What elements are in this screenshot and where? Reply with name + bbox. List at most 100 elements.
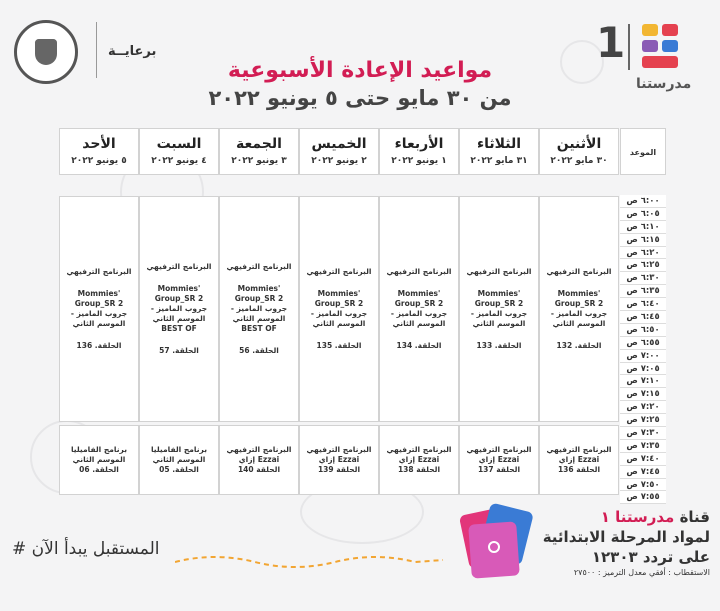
program-cell: البرنامج الترفيهي إزاي Ezzai الحلقة 140 <box>219 425 299 495</box>
program-title: إزاي Ezzai <box>558 454 600 464</box>
program-title: إزاي Ezzai <box>238 454 280 464</box>
program-title-en: Mommies' Group_SR 2 <box>394 288 444 308</box>
day-name: الجمعة <box>236 136 282 152</box>
page-title: مواعيد الإعادة الأسبوعية <box>227 58 493 83</box>
day-name: الخميس <box>311 136 367 152</box>
time-slot: ٧:٣٥ ص <box>620 439 666 453</box>
day-header: الخميس ٢ يونيو ٢٠٢٢ <box>299 128 379 175</box>
day-header: الجمعة ٣ يونيو ٢٠٢٢ <box>219 128 299 175</box>
program-title-ar: جروب الماميز - الموسم الثاني <box>310 309 368 329</box>
brand-number: 1 <box>596 18 626 67</box>
episode-number: الحلقة. 132 <box>556 341 602 351</box>
channel-frequency: على تردد ١٢٣٠٣ <box>591 548 710 566</box>
time-slot: ٦:٥٠ ص <box>620 323 666 337</box>
program-title-ar: جروب الماميز - الموسم الثاني <box>470 309 528 329</box>
program-title: إزاي Ezzai <box>398 454 440 464</box>
program-cell: البرنامج الترفيهي إزاي Ezzai الحلقة 139 <box>299 425 379 495</box>
program-cell: البرنامج الترفيهي Mommies' Group_SR 2 جروب… <box>219 196 299 422</box>
channel-polarization: الاستقطاب : أفقي معدل الترميز : ٢٧٥٠٠ <box>573 568 710 577</box>
episode-number: الحلقة. 06 <box>79 465 119 475</box>
time-slot: ٦:٤٠ ص <box>620 298 666 312</box>
sponsor-label: برعايــة <box>108 44 157 59</box>
program-type: البرنامج الترفيهي <box>546 266 612 276</box>
time-slot: ٦:٠٠ ص <box>620 195 666 208</box>
page-subtitle: من ٣٠ مايو حتى ٥ يونيو ٢٠٢٢ <box>208 86 512 110</box>
time-slot: ٧:٣٠ ص <box>620 427 666 440</box>
time-slot: ٧:٥٠ ص <box>620 478 666 492</box>
channel-name: مدرستنا ١ <box>600 508 675 526</box>
time-slot: ٧:١٥ ص <box>620 388 666 402</box>
time-slot: ٦:١٥ ص <box>620 233 666 247</box>
program-type: برنامج الفاميليا <box>70 444 128 454</box>
time-column-header: الموعد <box>620 128 666 175</box>
brand-block-icon <box>642 56 678 68</box>
day-name: الأربعاء <box>394 136 444 152</box>
day-date: ٤ يونيو ٢٠٢٢ <box>151 156 207 166</box>
time-slot: ٦:٥٥ ص <box>620 336 666 350</box>
time-slot: ٦:١٠ ص <box>620 220 666 234</box>
program-cell: البرنامج الترفيهي Mommies' Group_SR 2 جروب… <box>59 196 139 422</box>
episode-number: الحلقة 138 <box>397 465 441 475</box>
time-slot: ٧:٥٥ ص <box>620 491 666 505</box>
episode-number: الحلقة 136 <box>557 465 601 475</box>
time-slot: ٦:٠٥ ص <box>620 207 666 221</box>
time-slot: ٧:٢٠ ص <box>620 401 666 415</box>
day-header: الأحد ٥ يونيو ٢٠٢٢ <box>59 128 139 175</box>
program-title-en: Mommies' Group_SR 2 <box>554 288 604 308</box>
brand-block-icon <box>642 24 658 36</box>
day-date: ٥ يونيو ٢٠٢٢ <box>71 156 127 166</box>
day-header: الأثنين ٣٠ مايو ٢٠٢٢ <box>539 128 619 175</box>
program-type: البرنامج الترفيهي <box>546 444 612 454</box>
program-title-ar: جروب الماميز - الموسم الثاني <box>550 309 608 329</box>
program-type: البرنامج الترفيهي <box>226 261 292 271</box>
time-slot: ٧:١٠ ص <box>620 375 666 389</box>
program-cell: البرنامج الترفيهي إزاي Ezzai الحلقة 136 <box>539 425 619 495</box>
time-slot: ٧:٠٥ ص <box>620 362 666 376</box>
time-slot: ٧:٠٠ ص <box>620 349 666 363</box>
program-title-ar: جروب الماميز - الموسم الثاني <box>390 309 448 329</box>
program-cell: البرنامج الترفيهي Mommies' Group_SR 2 جروب… <box>459 196 539 422</box>
program-title-en: Mommies' Group_SR 2 <box>154 283 204 303</box>
brand-block-icon <box>662 24 678 36</box>
episode-number: الحلقة. 05 <box>159 465 199 475</box>
episode-number: الحلقة. 133 <box>476 341 522 351</box>
program-cell: البرنامج الترفيهي Mommies' Group_SR 2 جروب… <box>299 196 379 422</box>
day-date: ٢ يونيو ٢٠٢٢ <box>311 156 367 166</box>
time-column: ٦:٠٠ ص ٦:٠٥ ص ٦:١٠ ص ٦:١٥ ص ٦:٢٠ ص ٦:٢٥ ص ٦:٣٠… <box>620 195 666 505</box>
program-note: BEST OF <box>241 324 277 334</box>
dashed-wave-decoration <box>175 556 444 568</box>
program-cell: برنامج الفاميليا الموسم الثاني الحلقة. 05 <box>139 425 219 495</box>
time-slot: ٦:٤٥ ص <box>620 311 666 324</box>
program-type: برنامج الفاميليا <box>150 444 208 454</box>
program-type: البرنامج الترفيهي <box>386 266 452 276</box>
episode-number: الحلقة. 57 <box>159 346 199 356</box>
time-slot: ٦:٢٠ ص <box>620 246 666 260</box>
program-title: الموسم الثاني <box>72 454 126 464</box>
time-slot: ٧:٤٠ ص <box>620 452 666 466</box>
program-type: البرنامج الترفيهي <box>226 444 292 454</box>
program-type: البرنامج الترفيهي <box>66 266 132 276</box>
program-title: إزاي Ezzai <box>318 454 360 464</box>
ministry-seal-logo <box>14 20 78 84</box>
program-title-ar: جروب الماميز - الموسم الثاني <box>70 309 128 329</box>
day-date: ١ يونيو ٢٠٢٢ <box>391 156 447 166</box>
episode-number: الحلقة. 56 <box>239 346 279 356</box>
program-title: إزاي Ezzai <box>478 454 520 464</box>
episode-number: الحلقة 140 <box>237 465 281 475</box>
program-type: البرنامج الترفيهي <box>306 444 372 454</box>
program-title: الموسم الثاني <box>152 454 206 464</box>
day-date: ٣٠ مايو ٢٠٢٢ <box>550 156 608 166</box>
folders-illustration <box>450 502 534 585</box>
episode-number: الحلقة. 135 <box>316 341 362 351</box>
header-divider <box>96 22 97 78</box>
channel-line-1: قناة مدرستنا ١ <box>600 508 710 526</box>
program-cell: البرنامج الترفيهي Mommies' Group_SR 2 جروب… <box>379 196 459 422</box>
program-title-ar: جروب الماميز - الموسم الثاني <box>230 303 288 324</box>
brand-block-icon <box>662 40 678 52</box>
channel-info: قناة مدرستنا ١ لمواد المرحلة الابتدائية … <box>540 508 710 577</box>
episode-number: الحلقة 139 <box>317 465 361 475</box>
day-date: ٣١ مايو ٢٠٢٢ <box>470 156 528 166</box>
program-cell: البرنامج الترفيهي Mommies' Group_SR 2 جروب… <box>139 196 219 422</box>
program-type: البرنامج الترفيهي <box>146 261 212 271</box>
program-title-en: Mommies' Group_SR 2 <box>474 288 524 308</box>
